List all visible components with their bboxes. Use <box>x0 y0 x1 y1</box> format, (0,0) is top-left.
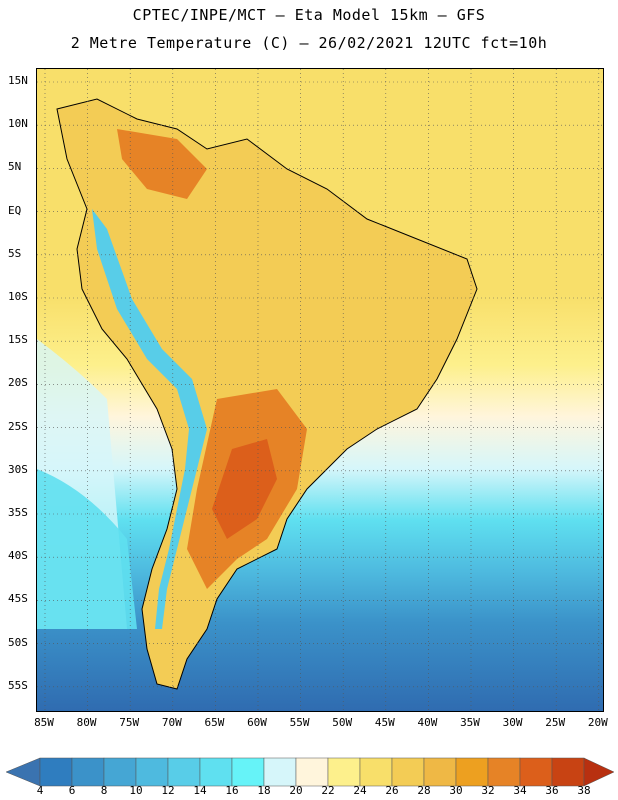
colorbar-tick-label: 36 <box>545 784 559 797</box>
lon-label: 30W <box>502 716 523 729</box>
lon-label: 50W <box>332 716 353 729</box>
lon-label: 35W <box>460 716 480 729</box>
colorbar-tick-label: 34 <box>513 784 527 797</box>
colorbar-tick-label: 28 <box>417 784 431 797</box>
colorbar-segment <box>103 757 137 787</box>
hot-region-north <box>117 129 207 199</box>
map-title: CPTEC/INPE/MCT – Eta Model 15km – GFS <box>132 6 486 24</box>
lat-label: 55S <box>8 678 28 692</box>
lon-label: 20W <box>587 716 608 729</box>
lon-label: 25W <box>545 716 566 729</box>
hot-region-core <box>212 439 277 539</box>
colorbar-max-arrow <box>583 757 615 787</box>
colorbar-tick-label: 22 <box>321 784 335 797</box>
colorbar-segment <box>391 757 425 787</box>
lon-label: 45W <box>374 716 395 729</box>
colorbar-tick-label: 4 <box>36 784 44 797</box>
lat-label: 15S <box>8 333 28 347</box>
colorbar-tick-label: 38 <box>577 784 591 797</box>
colorbar-segment <box>359 757 393 787</box>
lat-label: 10S <box>8 290 28 303</box>
lat-label: 45S <box>8 592 28 606</box>
map-subtitle: 2 Metre Temperature (C) – 26/02/2021 12U… <box>70 34 548 52</box>
lon-label: 85W <box>34 716 54 729</box>
colorbar-segment <box>487 757 521 787</box>
lat-label: 50S <box>8 635 28 649</box>
lon-label: 40W <box>417 716 438 729</box>
colorbar-segment <box>519 757 553 787</box>
colorbar-segment <box>295 757 329 787</box>
colorbar-segment <box>167 757 201 787</box>
grid-lines <box>37 69 603 711</box>
lat-label: 10N <box>8 117 28 131</box>
colorbar-min-arrow <box>5 757 41 787</box>
colorbar-segment <box>327 757 361 787</box>
lat-label: 40S <box>8 549 28 563</box>
colorbar-tick-label: 16 <box>225 784 239 797</box>
colorbar-tick-label: 6 <box>68 784 76 797</box>
lat-label: 15N <box>8 74 28 87</box>
lat-label: 5N <box>8 160 22 174</box>
colorbar-segment <box>135 757 169 787</box>
lat-label: EQ <box>8 203 22 217</box>
colorbar-tick-label: 32 <box>481 784 495 797</box>
colorbar-tick-label: 8 <box>100 784 108 797</box>
colorbar-segment <box>455 757 489 787</box>
lat-label: 25S <box>8 419 28 433</box>
lon-label: 70W <box>161 716 182 729</box>
colorbar-segment <box>423 757 457 787</box>
colorbar-tick-label: 20 <box>289 784 303 797</box>
colorbar-tick-label: 30 <box>449 784 463 797</box>
lon-label: 60W <box>247 716 267 729</box>
colorbar-segment <box>39 757 73 787</box>
lon-label: 55W <box>289 716 310 729</box>
colorbar-tick-label: 24 <box>353 784 367 797</box>
temperature-map <box>36 68 604 712</box>
colorbar-segment <box>71 757 105 787</box>
colorbar <box>5 757 615 787</box>
colorbar-tick-label: 10 <box>129 784 143 797</box>
lat-label: 35S <box>8 506 28 519</box>
colorbar-segment <box>199 757 233 787</box>
colorbar-segment <box>231 757 265 787</box>
lon-label: 75W <box>119 716 140 729</box>
colorbar-segment <box>263 757 297 787</box>
colorbar-segment <box>551 757 585 787</box>
pacific-cyan-band <box>37 469 137 629</box>
colorbar-tick-label: 12 <box>161 784 175 797</box>
lon-label: 65W <box>204 716 225 729</box>
colorbar-tick-label: 26 <box>385 784 399 797</box>
lat-label: 30S <box>8 462 28 476</box>
colorbar-tick-label: 18 <box>257 784 271 797</box>
lat-label: 5S <box>8 246 22 260</box>
lat-label: 20S <box>8 376 28 390</box>
colorbar-tick-label: 14 <box>193 784 207 797</box>
andes-cool <box>92 209 207 629</box>
lon-label: 80W <box>76 716 97 729</box>
